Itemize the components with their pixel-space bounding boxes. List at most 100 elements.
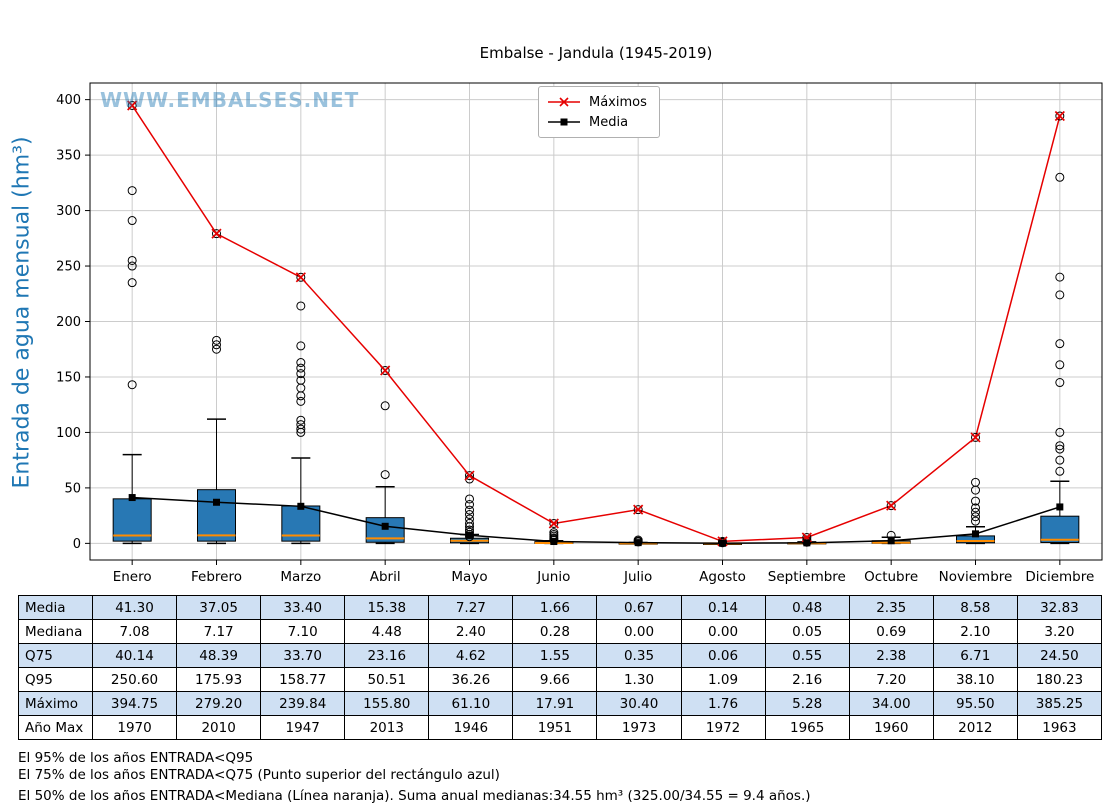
- table-cell: 7.17: [176, 619, 262, 644]
- table-cell: 95.50: [932, 691, 1018, 716]
- table-cell: 1970: [91, 715, 178, 740]
- table-cell: 0.67: [596, 595, 682, 620]
- table-cell: 6.71: [932, 643, 1018, 668]
- table-cell: 4.48: [344, 619, 430, 644]
- table-cell: 7.27: [428, 595, 514, 620]
- table-cell: 385.25: [1016, 691, 1103, 716]
- footnote-q95: El 95% de los años ENTRADA<Q95: [18, 750, 254, 766]
- table-cell: 23.16: [344, 643, 430, 668]
- svg-text:Octubre: Octubre: [864, 569, 918, 585]
- svg-text:200: 200: [56, 315, 81, 330]
- table-cell: 1972: [680, 715, 766, 740]
- table-row: Q95 250.60 175.93 158.77 50.51 36.26 9.66 1.30 1…: [18, 667, 1103, 692]
- table-row: Año Max 1970 2010 1947 2013 1946 1951 1973 1972 1…: [18, 715, 1103, 740]
- table-row: Máximo 394.75 279.20 239.84 155.80 61.10 17.91…: [18, 691, 1103, 716]
- legend-entry-media: Media: [547, 112, 647, 132]
- svg-text:Junio: Junio: [536, 569, 570, 585]
- table-cell: 30.40: [596, 691, 682, 716]
- table-cell: 158.77: [260, 667, 346, 692]
- table-cell: 394.75: [91, 691, 178, 716]
- row-header: Mediana: [18, 619, 93, 644]
- legend-label-media: Media: [589, 114, 629, 130]
- table-row: Mediana 7.08 7.17 7.10 4.48 2.40 0.28 0.00 0.00 0…: [18, 619, 1103, 644]
- table-cell: 1.76: [680, 691, 766, 716]
- chart-title: Embalse - Jandula (1945-2019): [479, 44, 713, 62]
- table-cell: 3.20: [1016, 619, 1103, 644]
- svg-text:150: 150: [56, 370, 81, 385]
- svg-text:Marzo: Marzo: [280, 569, 321, 585]
- boxplot-chart: 0 50 100 150 200 250 300 350 400 Enero Febrero Marz…: [56, 82, 1103, 585]
- table-cell: 9.66: [512, 667, 598, 692]
- legend-label-maximos: Máximos: [589, 94, 647, 110]
- svg-text:Abril: Abril: [370, 569, 401, 585]
- table-cell: 38.10: [932, 667, 1018, 692]
- table-row: Q75 40.14 48.39 33.70 23.16 4.62 1.55 0.35 0.06 0…: [18, 643, 1103, 668]
- table-cell: 50.51: [344, 667, 430, 692]
- table-cell: 37.05: [176, 595, 262, 620]
- footnote-mediana: El 50% de los años ENTRADA<Mediana (Líne…: [18, 788, 811, 804]
- table-cell: 0.00: [596, 619, 682, 644]
- svg-text:400: 400: [56, 93, 81, 108]
- svg-text:Septiembre: Septiembre: [768, 569, 846, 585]
- table-cell: 1963: [1016, 715, 1103, 740]
- table-cell: 2.38: [848, 643, 934, 668]
- row-header: Q95: [18, 667, 93, 692]
- table-cell: 0.14: [680, 595, 766, 620]
- table-cell: 0.55: [764, 643, 850, 668]
- table-cell: 33.40: [260, 595, 346, 620]
- row-header: Año Max: [18, 715, 93, 740]
- svg-text:0: 0: [73, 537, 81, 552]
- table-cell: 0.69: [848, 619, 934, 644]
- table-cell: 2.35: [848, 595, 934, 620]
- table-cell: 33.70: [260, 643, 346, 668]
- table-cell: 1.66: [512, 595, 598, 620]
- table-cell: 0.06: [680, 643, 766, 668]
- maximos-line-marker-icon: [548, 97, 580, 107]
- table-cell: 0.28: [512, 619, 598, 644]
- table-cell: 8.58: [932, 595, 1018, 620]
- table-cell: 2.16: [764, 667, 850, 692]
- table-cell: 250.60: [91, 667, 178, 692]
- chart-legend: Máximos Media: [538, 86, 660, 138]
- table-cell: 7.20: [848, 667, 934, 692]
- stats-table: Media 41.30 37.05 33.40 15.38 7.27 1.66 0.67 0.1…: [18, 595, 1103, 740]
- table-cell: 279.20: [176, 691, 262, 716]
- table-cell: 5.28: [764, 691, 850, 716]
- row-header: Q75: [18, 643, 93, 668]
- table-cell: 0.00: [680, 619, 766, 644]
- table-cell: 1951: [512, 715, 598, 740]
- svg-text:Febrero: Febrero: [191, 569, 242, 585]
- table-cell: 61.10: [428, 691, 514, 716]
- table-cell: 48.39: [176, 643, 262, 668]
- table-cell: 1960: [848, 715, 934, 740]
- table-cell: 40.14: [91, 643, 178, 668]
- footnote-q75: El 75% de los años ENTRADA<Q75 (Punto su…: [18, 767, 500, 783]
- svg-text:Noviembre: Noviembre: [939, 569, 1013, 585]
- table-cell: 41.30: [91, 595, 178, 620]
- watermark: WWW.EMBALSES.NET: [100, 88, 360, 112]
- svg-text:350: 350: [56, 149, 81, 164]
- table-cell: 24.50: [1016, 643, 1103, 668]
- svg-text:250: 250: [56, 260, 81, 275]
- media-line-marker-icon: [548, 118, 580, 126]
- table-cell: 36.26: [428, 667, 514, 692]
- table-cell: 2012: [932, 715, 1018, 740]
- table-cell: 239.84: [260, 691, 346, 716]
- table-cell: 15.38: [344, 595, 430, 620]
- svg-text:100: 100: [56, 426, 81, 441]
- table-cell: 1.55: [512, 643, 598, 668]
- table-cell: 155.80: [344, 691, 430, 716]
- table-cell: 0.35: [596, 643, 682, 668]
- table-cell: 1947: [260, 715, 346, 740]
- svg-text:300: 300: [56, 204, 81, 219]
- table-row: Media 41.30 37.05 33.40 15.38 7.27 1.66 0.67 0.1…: [18, 595, 1103, 620]
- row-header: Media: [18, 595, 93, 620]
- table-cell: 4.62: [428, 643, 514, 668]
- table-cell: 0.48: [764, 595, 850, 620]
- table-cell: 34.00: [848, 691, 934, 716]
- table-cell: 1.30: [596, 667, 682, 692]
- table-cell: 2.40: [428, 619, 514, 644]
- svg-text:Diciembre: Diciembre: [1025, 569, 1094, 585]
- table-cell: 0.05: [764, 619, 850, 644]
